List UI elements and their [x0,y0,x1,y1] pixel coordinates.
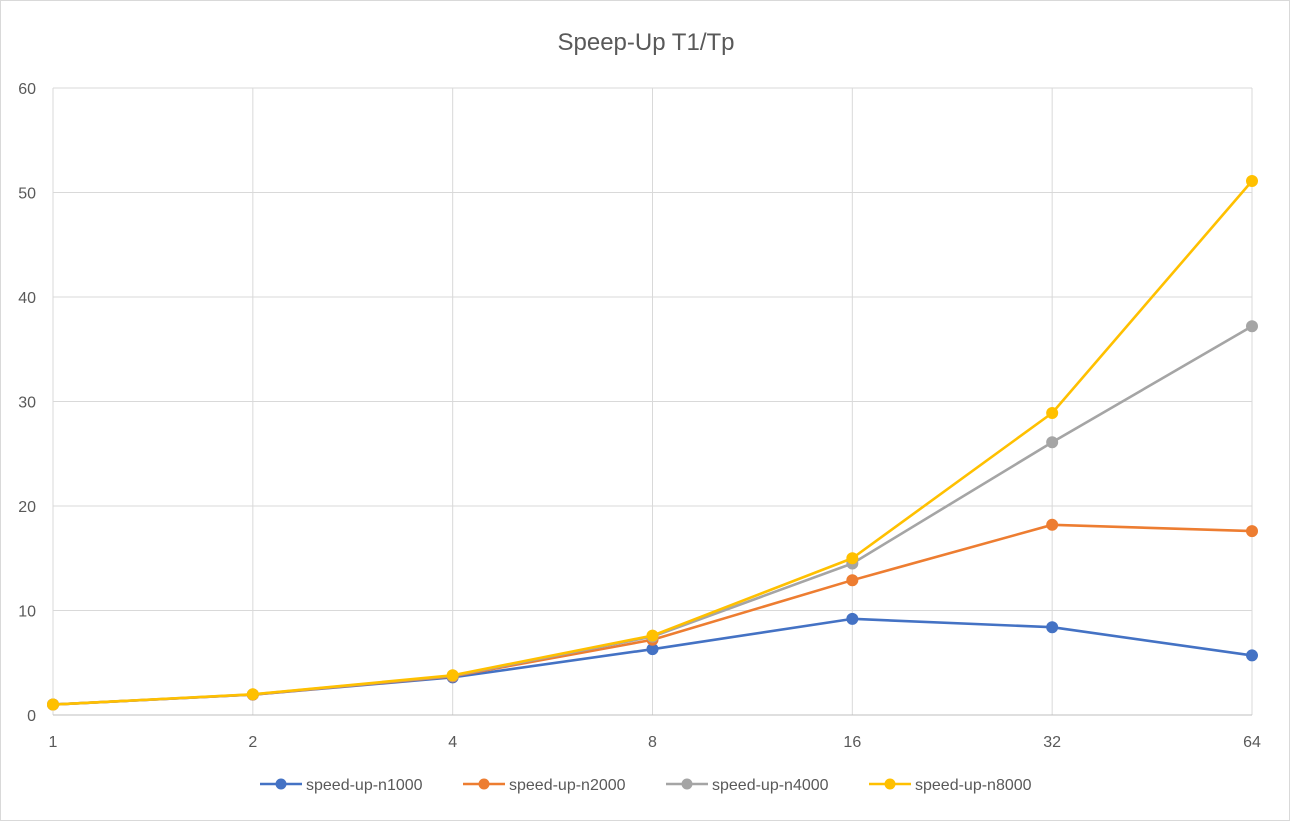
legend-marker-speed-up-n1000 [275,778,287,790]
x-tick-label: 4 [448,734,457,751]
data-point-speed-up-n8000 [446,669,459,682]
legend-marker-speed-up-n8000 [884,778,896,790]
x-tick-label: 32 [1043,734,1061,751]
data-point-speed-up-n2000 [1046,518,1059,531]
series-group [47,175,1258,711]
data-point-speed-up-n2000 [1246,525,1258,538]
y-tick-label: 10 [18,604,36,621]
y-tick-label: 50 [18,186,36,203]
data-point-speed-up-n8000 [646,629,659,642]
axes: 0 10 20 30 40 50 60 1 2 4 8 16 32 64 [18,81,1261,751]
data-point-speed-up-n8000 [1046,406,1059,419]
x-tick-label: 1 [49,734,58,751]
legend-label: speed-up-n2000 [509,777,626,794]
y-tick-label: 40 [18,290,36,307]
data-point-speed-up-n8000 [47,698,59,711]
gridlines [52,87,1253,715]
data-point-speed-up-n8000 [846,552,859,565]
data-point-speed-up-n4000 [1246,320,1258,333]
legend-label: speed-up-n1000 [306,777,423,794]
data-point-speed-up-n4000 [1046,436,1059,449]
y-tick-label: 60 [18,81,36,98]
data-point-speed-up-n1000 [1046,621,1059,634]
legend: speed-up-n1000 speed-up-n2000 speed-up-n40… [260,777,1032,794]
data-point-speed-up-n2000 [846,574,859,587]
legend-label: speed-up-n8000 [915,777,1032,794]
x-tick-label: 16 [843,734,861,751]
x-tick-label: 64 [1243,734,1261,751]
data-point-speed-up-n8000 [246,688,259,701]
legend-marker-speed-up-n2000 [478,778,490,790]
chart-title: Speep-Up T1/Tp [558,29,735,56]
legend-marker-speed-up-n4000 [681,778,693,790]
x-tick-label: 8 [648,734,657,751]
y-tick-label: 0 [27,708,36,725]
y-tick-label: 30 [18,395,36,412]
data-point-speed-up-n1000 [846,612,859,625]
legend-label: speed-up-n4000 [712,777,829,794]
x-tick-label: 2 [248,734,257,751]
data-point-speed-up-n1000 [1246,649,1258,662]
data-point-speed-up-n8000 [1246,175,1258,188]
y-tick-label: 20 [18,499,36,516]
